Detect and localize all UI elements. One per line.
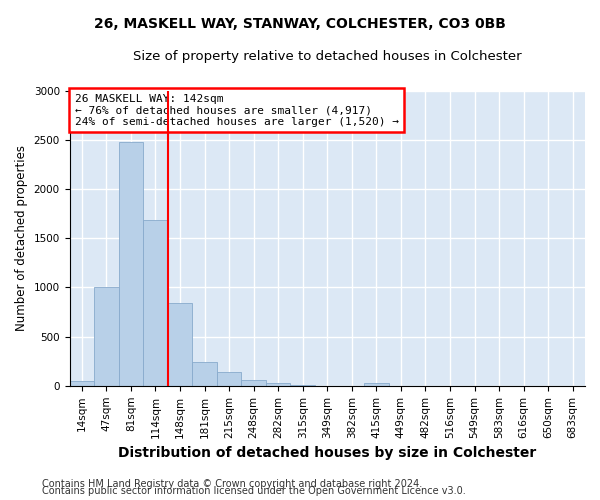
Bar <box>94 288 119 386</box>
Bar <box>143 220 168 386</box>
Bar <box>192 362 217 386</box>
Text: Contains public sector information licensed under the Open Government Licence v3: Contains public sector information licen… <box>42 486 466 496</box>
Bar <box>217 372 241 386</box>
Bar <box>266 383 290 386</box>
Bar <box>241 380 266 386</box>
Bar <box>364 383 389 386</box>
Title: Size of property relative to detached houses in Colchester: Size of property relative to detached ho… <box>133 50 521 63</box>
Bar <box>290 385 315 386</box>
Bar <box>70 381 94 386</box>
Text: 26, MASKELL WAY, STANWAY, COLCHESTER, CO3 0BB: 26, MASKELL WAY, STANWAY, COLCHESTER, CO… <box>94 18 506 32</box>
Text: 26 MASKELL WAY: 142sqm
← 76% of detached houses are smaller (4,917)
24% of semi-: 26 MASKELL WAY: 142sqm ← 76% of detached… <box>74 94 398 126</box>
Text: Contains HM Land Registry data © Crown copyright and database right 2024.: Contains HM Land Registry data © Crown c… <box>42 479 422 489</box>
X-axis label: Distribution of detached houses by size in Colchester: Distribution of detached houses by size … <box>118 446 536 460</box>
Bar <box>119 142 143 386</box>
Bar <box>168 303 192 386</box>
Y-axis label: Number of detached properties: Number of detached properties <box>15 145 28 331</box>
